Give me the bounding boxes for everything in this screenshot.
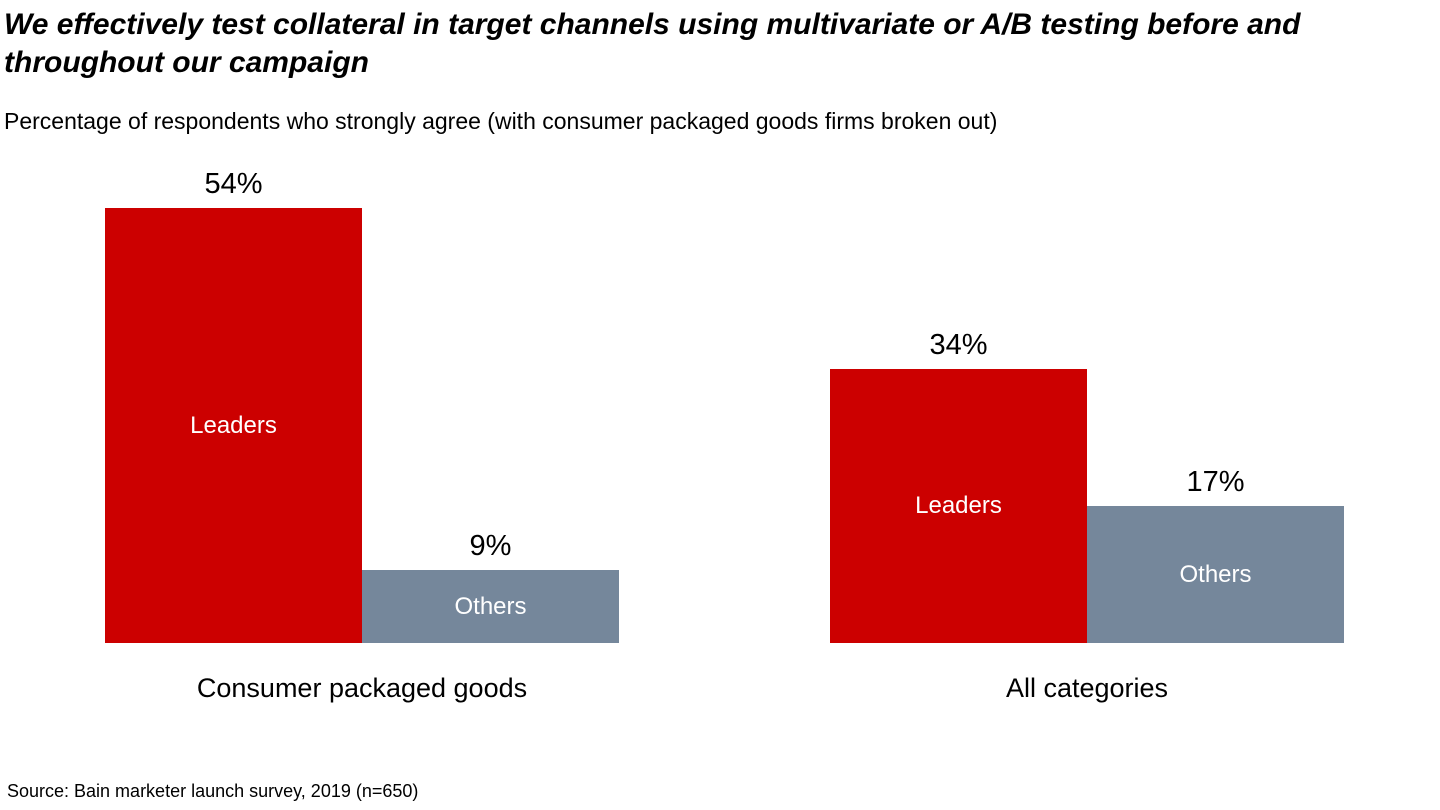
bar-leaders-all: 34% Leaders xyxy=(830,329,1087,643)
chart-subtitle: Percentage of respondents who strongly a… xyxy=(4,108,998,134)
bar-value-label: 9% xyxy=(469,530,512,562)
source-note: Source: Bain marketer launch survey, 201… xyxy=(7,781,419,801)
bar-others-all: 17% Others xyxy=(1087,466,1344,643)
bar-others-cpg: 9% Others xyxy=(362,530,619,643)
category-label-all-categories: All categories xyxy=(1005,673,1169,703)
bar-series-label: Leaders xyxy=(190,411,277,439)
chart-group-consumer-packaged-goods: 54% Leaders 9% Others Consumer packaged … xyxy=(105,168,619,703)
bar-value-label: 17% xyxy=(1186,466,1245,498)
bar-leaders-cpg: 54% Leaders xyxy=(105,168,362,643)
bar-series-label: Leaders xyxy=(915,492,1002,519)
chart-group-all-categories: 34% Leaders 17% Others All categories xyxy=(830,329,1344,703)
bar-series-label: Others xyxy=(454,592,527,620)
bar-series-label: Others xyxy=(1179,560,1252,588)
bar-value-label: 54% xyxy=(204,168,263,200)
bar-value-label: 34% xyxy=(929,329,988,361)
category-label-consumer-packaged-goods: Consumer packaged goods xyxy=(196,673,528,703)
chart-title: We effectively test collateral in target… xyxy=(4,8,1301,80)
